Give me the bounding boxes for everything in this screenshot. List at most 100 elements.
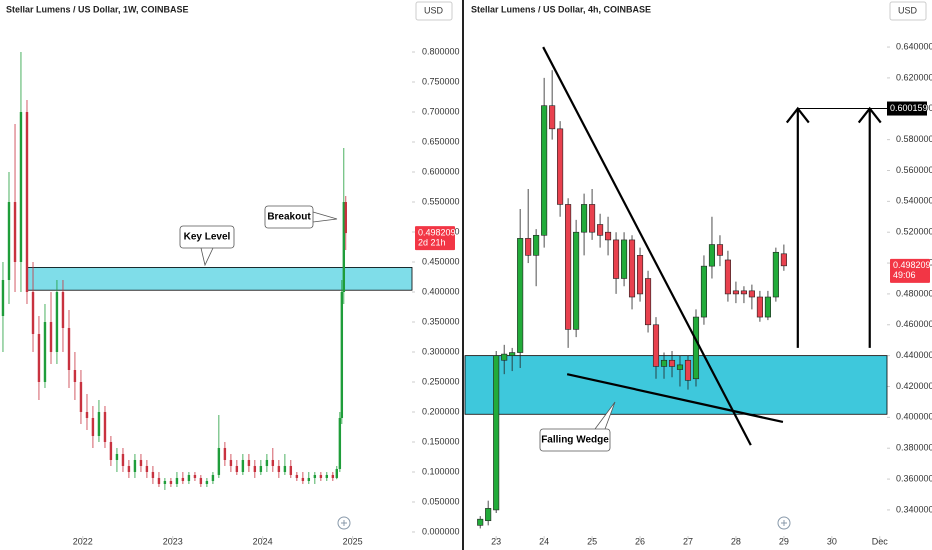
- y-tick-label: 0.000000: [422, 526, 460, 536]
- candle-body: [103, 411, 107, 442]
- candle-body: [127, 465, 131, 472]
- candle-body: [19, 112, 23, 263]
- candle-body: [716, 244, 724, 256]
- candle-body: [628, 239, 636, 298]
- y-tick-label: 0.620000: [896, 72, 932, 82]
- last-price-label: 0.498209: [418, 227, 456, 237]
- candle-body: [780, 253, 787, 267]
- candle-body: [241, 459, 245, 472]
- candle-body: [73, 369, 77, 382]
- x-tick-label: 23: [491, 536, 501, 546]
- candle-body: [271, 459, 275, 466]
- candle-body: [764, 296, 771, 318]
- callout-pointer: [200, 247, 214, 267]
- candle-body: [740, 290, 748, 295]
- candle-body: [700, 265, 708, 318]
- x-tick-label: 29: [779, 536, 789, 546]
- countdown-label: 2d 21h: [418, 237, 446, 247]
- candle-body: [581, 204, 588, 233]
- candle-body: [79, 381, 83, 412]
- candle-body: [1, 279, 5, 316]
- candle-body: [25, 112, 29, 292]
- candle-body: [621, 239, 628, 279]
- add-button[interactable]: [777, 516, 791, 530]
- callout-text: Falling Wedge: [541, 435, 609, 446]
- currency-box: [415, 1, 453, 21]
- candle-body: [55, 291, 59, 352]
- target-label: 0.600159: [890, 103, 928, 113]
- candle-body: [613, 239, 620, 279]
- candle-body: [223, 447, 227, 460]
- candle-body: [557, 128, 564, 205]
- y-tick-label: 0.300000: [422, 346, 460, 356]
- candle-body: [295, 474, 299, 478]
- y-tick-label: 0.550000: [422, 196, 460, 206]
- candle-body: [49, 321, 53, 352]
- callout-box: [264, 205, 314, 229]
- candle-body: [692, 316, 700, 380]
- y-tick-label: 0.380000: [896, 443, 932, 453]
- arrow-head: [785, 106, 810, 124]
- y-tick-label: 0.600000: [422, 166, 460, 176]
- trendline: [542, 46, 752, 446]
- candle-body: [501, 353, 508, 361]
- callout-text: Key Level: [184, 232, 231, 243]
- currency-box: [889, 1, 927, 21]
- zone: [464, 355, 888, 415]
- currency-label: USD: [898, 5, 918, 15]
- candle-body: [660, 359, 668, 367]
- callout-pointer: [312, 211, 338, 223]
- callout-pointer: [594, 401, 616, 430]
- candle-body: [485, 508, 492, 522]
- x-tick-label: 27: [683, 536, 693, 546]
- candle-body: [732, 290, 739, 295]
- candle-body: [668, 359, 676, 367]
- y-tick-label: 0.420000: [896, 381, 932, 391]
- candle-body: [597, 224, 604, 236]
- candle-body: [652, 324, 660, 367]
- chart-title: Stellar Lumens / US Dollar, 4h, COINBASE: [471, 4, 651, 14]
- y-tick-label: 0.450000: [422, 256, 460, 266]
- candle-body: [181, 477, 185, 481]
- y-tick-label: 0.640000: [896, 41, 932, 51]
- y-tick-label: 0.750000: [422, 76, 460, 86]
- y-tick-label: 0.400000: [896, 412, 932, 422]
- candle-body: [211, 474, 215, 481]
- candle-body: [67, 327, 71, 370]
- candle-body: [109, 441, 113, 460]
- zone: [26, 267, 413, 291]
- arrow-head: [857, 106, 882, 124]
- x-tick-label: 24: [539, 536, 549, 546]
- candle-body: [247, 459, 251, 466]
- countdown-label: 49:06: [893, 270, 916, 280]
- candle-body: [31, 291, 35, 334]
- candle-body: [565, 204, 572, 330]
- y-tick-label: 0.460000: [896, 319, 932, 329]
- y-tick-label: 0.580000: [896, 134, 932, 144]
- panel-divider: [462, 0, 464, 550]
- candle-body: [139, 459, 143, 466]
- candle-body: [338, 417, 342, 469]
- candle-body: [676, 364, 684, 370]
- candle-body: [340, 291, 344, 418]
- callout-text: Breakout: [267, 212, 311, 223]
- candle-body: [283, 465, 287, 472]
- target-box: [887, 101, 927, 116]
- candle-body: [325, 474, 329, 478]
- candle-body: [307, 477, 311, 481]
- x-tick-label: 30: [827, 536, 837, 546]
- x-tick-label: 2023: [163, 536, 183, 546]
- y-tick-label: 0.050000: [422, 496, 460, 506]
- candle-body: [772, 251, 779, 298]
- add-button[interactable]: [337, 516, 351, 530]
- y-tick-label: 0.200000: [422, 406, 460, 416]
- candle-body: [573, 231, 580, 330]
- candle-body: [344, 202, 347, 234]
- x-tick-label: 2024: [253, 536, 273, 546]
- candle-body: [477, 518, 484, 526]
- candle-body: [748, 290, 755, 298]
- candle-body: [724, 259, 731, 295]
- candle-body: [604, 231, 612, 241]
- y-tick-label: 0.360000: [896, 473, 932, 483]
